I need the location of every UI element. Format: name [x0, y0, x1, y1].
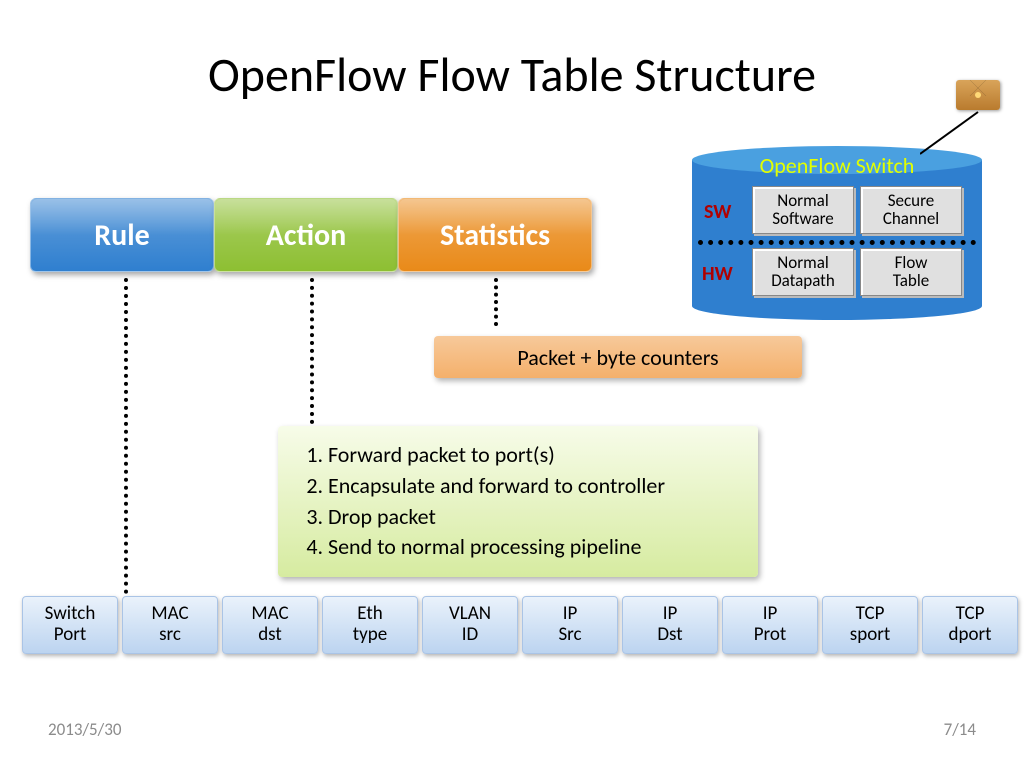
action-item: Send to normal processing pipeline — [328, 532, 740, 563]
switch-cell: Normal Datapath — [752, 248, 854, 296]
rule-field: TCP sport — [822, 596, 918, 654]
switch-row-sw: Normal Software Secure Channel — [752, 186, 962, 234]
openflow-switch-diagram: OpenFlow Switch SW HW Normal Software Se… — [692, 146, 982, 320]
action-list: Forward packet to port(s) Encapsulate an… — [300, 440, 740, 563]
footer-page: 7/14 — [944, 719, 976, 740]
switch-divider — [698, 240, 976, 245]
label-hw: HW — [702, 262, 733, 286]
action-item: Drop packet — [328, 502, 740, 533]
envelope-icon — [956, 80, 1000, 110]
rule-field: MAC dst — [222, 596, 318, 654]
switch-cell: Normal Software — [752, 186, 854, 234]
tab-action: Action — [214, 198, 398, 272]
statistics-detail-text: Packet + byte counters — [517, 344, 718, 371]
statistics-detail-box: Packet + byte counters — [434, 336, 802, 378]
rule-fields-row: Switch PortMAC srcMAC dstEth typeVLAN ID… — [22, 596, 1018, 654]
action-detail-box: Forward packet to port(s) Encapsulate an… — [278, 426, 758, 577]
label-sw: SW — [704, 200, 731, 224]
switch-title: OpenFlow Switch — [692, 152, 982, 179]
connector-action — [310, 278, 314, 424]
switch-cell: Secure Channel — [860, 186, 962, 234]
footer-date: 2013/5/30 — [48, 719, 121, 740]
rule-field: VLAN ID — [422, 596, 518, 654]
rule-field: IP Dst — [622, 596, 718, 654]
slide: OpenFlow Flow Table Structure Rule Actio… — [0, 0, 1024, 768]
rule-field: TCP dport — [922, 596, 1018, 654]
action-item: Forward packet to port(s) — [328, 440, 740, 471]
slide-title: OpenFlow Flow Table Structure — [0, 45, 1024, 104]
envelope-seal — [975, 92, 981, 98]
tab-action-label: Action — [266, 217, 347, 254]
rule-field: Switch Port — [22, 596, 118, 654]
tab-stats-label: Statistics — [440, 217, 550, 254]
tabs-row: Rule Action Statistics — [30, 198, 592, 272]
tab-rule-label: Rule — [94, 217, 149, 254]
tab-statistics: Statistics — [398, 198, 592, 272]
tab-rule: Rule — [30, 198, 214, 272]
connector-stats — [494, 278, 498, 326]
rule-field: IP Src — [522, 596, 618, 654]
connector-rule — [124, 278, 128, 594]
switch-row-hw: Normal Datapath Flow Table — [752, 248, 962, 296]
switch-cell: Flow Table — [860, 248, 962, 296]
rule-field: IP Prot — [722, 596, 818, 654]
rule-field: Eth type — [322, 596, 418, 654]
rule-field: MAC src — [122, 596, 218, 654]
action-item: Encapsulate and forward to controller — [328, 471, 740, 502]
